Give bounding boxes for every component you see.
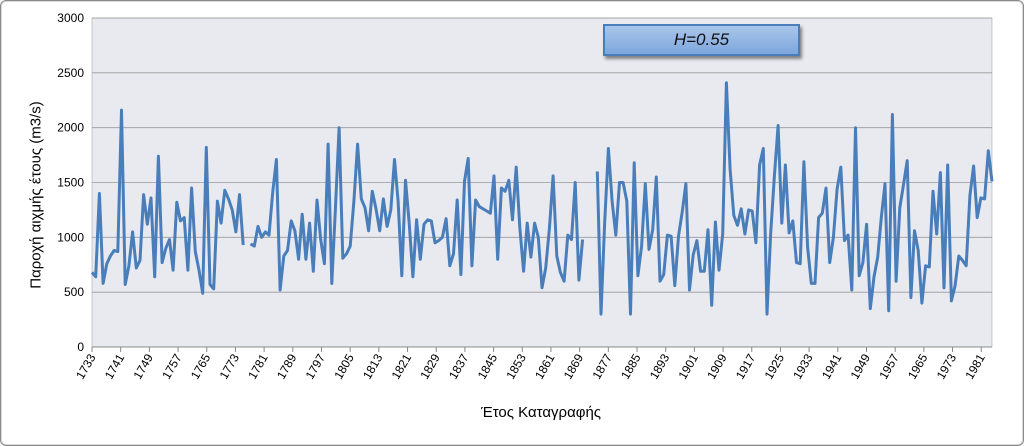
x-tick-label: 1853	[503, 351, 529, 381]
y-tick-label: 1000	[57, 230, 84, 244]
y-tick-label: 2000	[57, 121, 84, 135]
x-tick-label: 1957	[876, 351, 902, 381]
x-tick-label: 1973	[934, 351, 960, 381]
x-tick-label: 1869	[561, 351, 587, 381]
x-tick-label: 1949	[848, 351, 874, 381]
x-tick-label: 1877	[589, 351, 615, 381]
x-tick-label: 1965	[905, 351, 931, 381]
x-tick-label: 1909	[704, 351, 730, 381]
y-axis: 0 500 1000 1500 2000 2500 3000	[57, 11, 84, 354]
x-tick-label: 1837	[446, 351, 472, 381]
x-tick-label: 1813	[360, 351, 386, 381]
x-axis: 1733 1741 1749 1757 1765 1773 1781 1789 1797 1805…	[73, 346, 992, 382]
x-tick-label: 1733	[73, 351, 99, 381]
series-path	[90, 81, 994, 316]
y-tick-label: 3000	[57, 11, 84, 25]
x-tick-label: 1797	[303, 351, 329, 381]
y-tick-label: 2500	[57, 66, 84, 80]
annotation-box: H=0.55	[603, 24, 800, 56]
y-tick-label: 500	[64, 285, 84, 299]
x-tick-label: 1885	[618, 351, 644, 381]
x-tick-label: 1829	[417, 351, 443, 381]
y-tick-label: 1500	[57, 176, 84, 190]
x-tick-label: 1773	[217, 351, 243, 381]
x-tick-label: 1845	[475, 351, 501, 381]
x-tick-label: 1901	[676, 351, 702, 381]
x-tick-label: 1789	[274, 351, 300, 381]
x-tick-label: 1981	[962, 351, 988, 381]
x-tick-label: 1757	[159, 351, 185, 381]
x-tick-label: 1861	[532, 351, 558, 381]
annotation-text: H=0.55	[673, 30, 730, 49]
x-axis-label: Έτος Καταγραφής	[480, 404, 602, 421]
x-tick-label: 1925	[762, 351, 788, 381]
x-tick-label: 1933	[790, 351, 816, 381]
x-tick-label: 1749	[130, 351, 156, 381]
y-tick-label: 0	[77, 340, 84, 354]
y-axis-label: Παροχή αιχμής έτους (m3/s)	[27, 101, 45, 289]
x-tick-label: 1821	[389, 351, 415, 381]
x-tick-label: 1805	[331, 351, 357, 381]
x-tick-label: 1917	[733, 351, 759, 381]
x-tick-label: 1893	[647, 351, 673, 381]
x-tick-label: 1765	[188, 351, 214, 381]
x-tick-label: 1941	[819, 351, 845, 381]
x-tick-label: 1741	[102, 351, 128, 381]
x-tick-label: 1781	[245, 351, 271, 381]
series-line	[90, 81, 994, 316]
